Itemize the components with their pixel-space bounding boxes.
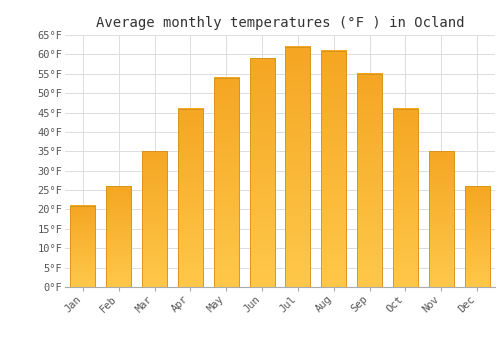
Bar (321, 50, 346, 287)
Bar (106, 186, 132, 287)
Bar (214, 78, 239, 287)
Bar (428, 151, 454, 287)
Bar (357, 74, 382, 287)
Bar (70, 205, 96, 287)
Title: Average monthly temperatures (°F ) in Ocland: Average monthly temperatures (°F ) in Oc… (96, 16, 464, 30)
Bar (464, 186, 489, 287)
Bar (250, 58, 274, 287)
Bar (286, 47, 310, 287)
Bar (142, 151, 167, 287)
Bar (393, 108, 418, 287)
Bar (178, 108, 203, 287)
